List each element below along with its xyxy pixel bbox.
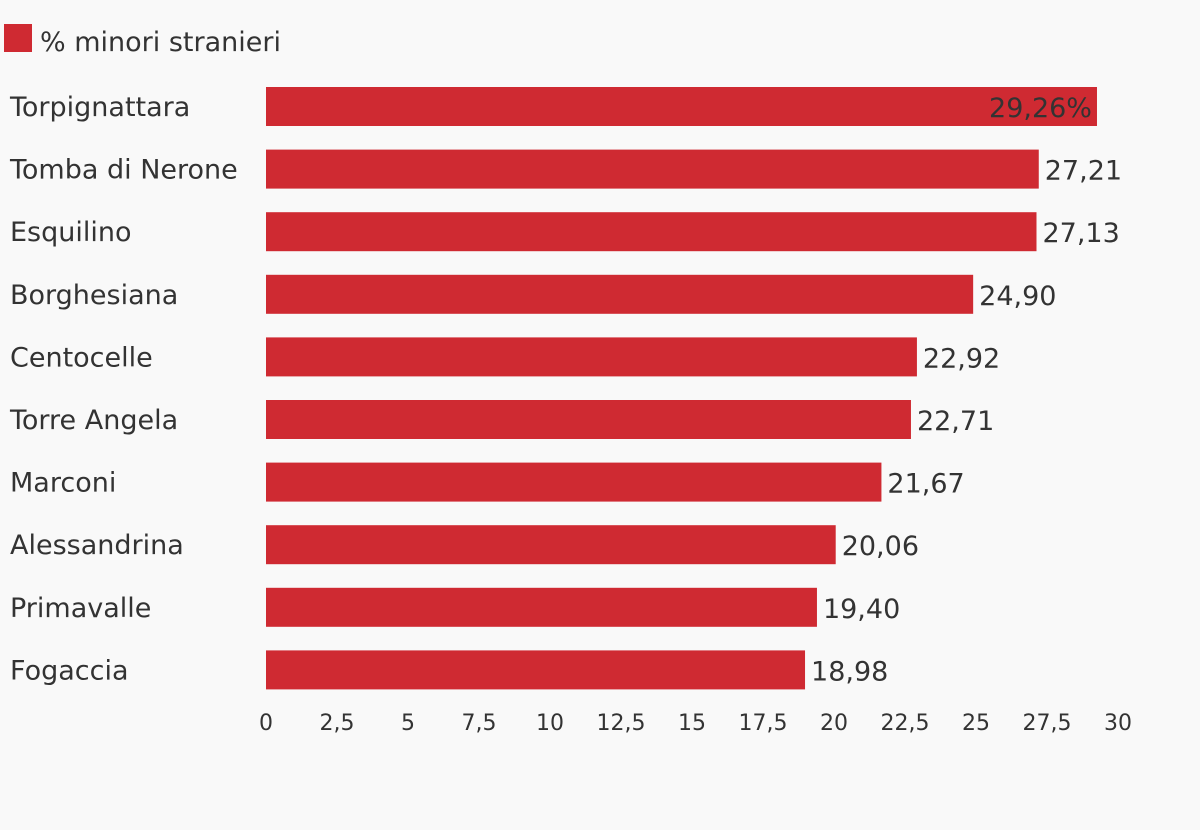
x-tick-label: 27,5 [1023,711,1072,736]
value-label: 22,71 [917,406,994,437]
category-label: Fogaccia [10,655,129,686]
value-label: 29,26% [989,93,1092,124]
value-label: 22,92 [923,343,1000,374]
x-tick-label: 7,5 [462,711,497,736]
x-tick-label: 17,5 [739,711,788,736]
x-tick-label: 0 [259,711,273,736]
legend: % minori stranieri [4,24,281,58]
bar [266,149,1039,189]
x-tick-label: 30 [1104,711,1132,736]
bar [266,462,882,502]
x-tick-label: 22,5 [881,711,930,736]
x-axis: 0 2,5 5 7,5 10 12,5 15 17,5 20 22,5 25 27,5 30 [259,711,1132,736]
value-label: 18,98 [811,656,888,687]
value-label: 27,13 [1042,218,1119,249]
category-label: Torpignattara [9,92,190,123]
bar [266,525,836,565]
bar [266,87,1097,126]
category-label: Esquilino [10,217,132,248]
value-label: 20,06 [842,531,919,562]
category-label: Tomba di Nerone [9,155,238,186]
x-tick-label: 15 [678,711,706,736]
bar [266,400,911,439]
bar [266,650,806,690]
value-label: 21,67 [887,469,964,500]
legend-swatch [4,24,32,52]
category-label: Marconi [10,468,116,499]
value-label: 24,90 [979,281,1056,312]
bar [266,587,817,627]
bar [266,274,974,314]
bars [266,87,1097,690]
category-label: Centocelle [10,342,153,373]
bar [266,337,917,377]
x-tick-label: 5 [401,711,415,736]
category-labels: Torpignattara Tomba di Nerone Esquilino Bor… [9,92,238,686]
category-label: Primavalle [10,593,151,624]
value-label: 27,21 [1045,156,1122,187]
category-label: Torre Angela [9,405,178,436]
value-label: 19,40 [823,594,900,625]
x-tick-label: 12,5 [597,711,646,736]
category-label: Alessandrina [10,530,184,561]
x-tick-label: 10 [536,711,564,736]
x-tick-label: 2,5 [320,711,355,736]
x-tick-label: 25 [962,711,990,736]
value-labels: 29,26% 27,21 27,13 24,90 22,92 22,71 21,67 20,0… [811,93,1122,687]
category-label: Borghesiana [10,280,178,311]
bar [266,212,1037,252]
x-tick-label: 20 [820,711,848,736]
legend-label: % minori stranieri [40,27,281,58]
